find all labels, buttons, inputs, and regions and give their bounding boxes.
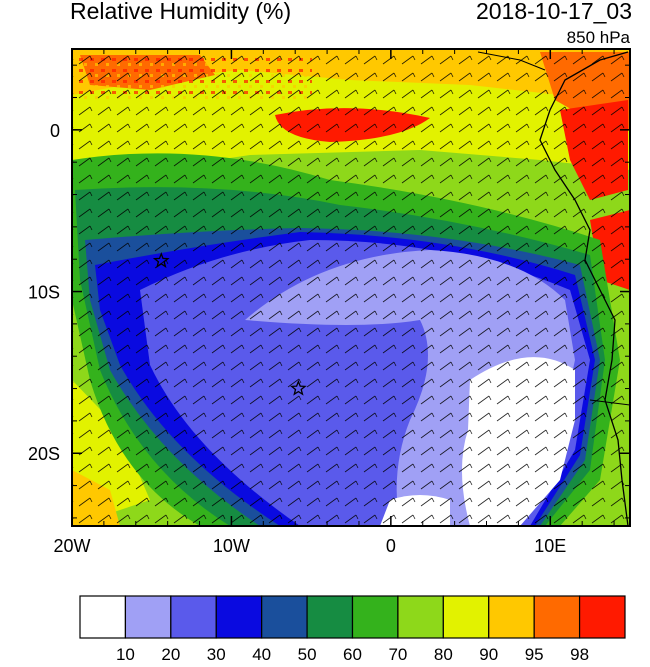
- datetime-label: 2018-10-17_03: [475, 0, 632, 24]
- colorbar-swatch: [488, 595, 535, 639]
- colorbar-label: 60: [343, 645, 362, 664]
- humidity-field: [72, 49, 630, 526]
- lon-tick-label: 10W: [213, 536, 250, 556]
- lon-tick-label: 20W: [53, 536, 90, 556]
- colorbar-label: 50: [298, 645, 317, 664]
- colorbar: [79, 595, 626, 639]
- location-markers: [152, 251, 307, 396]
- colorbar-swatch: [215, 595, 263, 639]
- lon-tick-label: 0: [386, 536, 396, 556]
- map-frame: [71, 48, 631, 527]
- colorbar-labels: 10 20 30 40 50 60 70 80 90 95 98: [116, 645, 589, 664]
- lon-tick-label: 10E: [534, 536, 566, 556]
- colorbar-swatch: [578, 595, 626, 639]
- colorbar-label: 95: [525, 645, 544, 664]
- colorbar-swatch: [170, 595, 217, 639]
- colorbar-label: 20: [161, 645, 180, 664]
- colorbar-label: 30: [207, 645, 226, 664]
- colorbar-label: 10: [116, 645, 135, 664]
- colorbar-swatch: [306, 595, 354, 639]
- axis-ticks: [71, 49, 630, 526]
- lat-tick-label: 0: [50, 121, 60, 141]
- colorbar-swatch: [124, 595, 172, 639]
- lat-tick-label: 10S: [28, 283, 60, 303]
- colorbar-swatch: [397, 595, 444, 639]
- axis-tick-labels: 20W 10W 0 10E 0 10S 20S: [28, 121, 566, 556]
- star-marker-1: [152, 251, 170, 268]
- colorbar-label: 80: [434, 645, 453, 664]
- colorbar-label: 40: [252, 645, 271, 664]
- colorbar-label: 98: [570, 645, 589, 664]
- colorbar-swatch: [79, 595, 127, 639]
- colorbar-label: 70: [388, 645, 407, 664]
- star-marker-2: [290, 379, 307, 396]
- chart-title: Relative Humidity (%): [70, 0, 292, 24]
- colorbar-swatch: [261, 595, 308, 639]
- pressure-level-label: 850 hPa: [566, 28, 630, 47]
- colorbar-label: 90: [479, 645, 498, 664]
- colorbar-swatch: [442, 595, 490, 639]
- colorbar-swatch: [533, 595, 581, 639]
- lat-tick-label: 20S: [28, 444, 60, 464]
- colorbar-swatch: [351, 595, 399, 639]
